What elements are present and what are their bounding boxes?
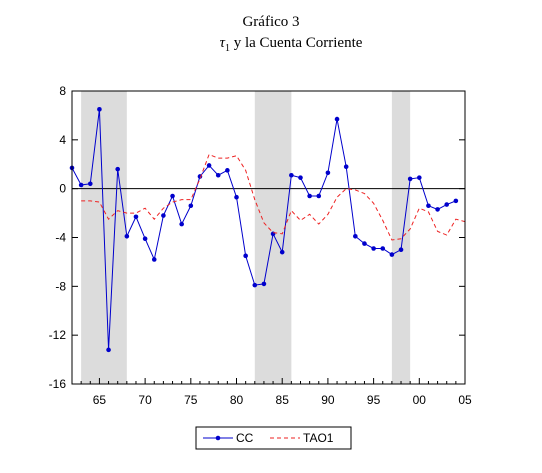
legend-cc-marker <box>215 435 221 441</box>
data-point-cc <box>115 166 120 172</box>
data-point-cc <box>124 233 130 239</box>
data-point-cc <box>161 213 166 218</box>
plot-frame <box>71 90 466 385</box>
data-point-cc <box>407 176 413 182</box>
x-tick-label: 05 <box>458 393 472 407</box>
data-point-cc <box>289 172 294 178</box>
data-point-cc <box>225 168 230 173</box>
data-point-cc <box>279 249 285 255</box>
x-tick-label: 70 <box>138 393 152 407</box>
data-point-cc <box>453 198 459 204</box>
subtitle-text: y la Cuenta Corriente <box>233 35 363 51</box>
legend-tao1-label: TAO1 <box>303 431 334 445</box>
data-point-cc <box>206 163 212 168</box>
data-point-cc <box>243 253 248 259</box>
data-point-cc <box>106 347 111 353</box>
x-tick-label: 90 <box>321 393 335 407</box>
x-tick-label: 75 <box>184 393 198 407</box>
data-point-cc <box>343 164 349 169</box>
data-point-cc <box>353 233 358 239</box>
data-point-cc <box>78 182 84 188</box>
axis-ticks: 8 4 0 -4 -8 -12 -16 65 70 75 80 85 90 95 00 05 <box>49 84 472 407</box>
data-point-cc <box>362 241 367 246</box>
x-tick-label: 95 <box>367 393 381 407</box>
data-point-cc <box>87 181 93 187</box>
data-point-cc <box>142 236 148 242</box>
y-tick-label: -16 <box>49 377 67 391</box>
y-tick-label: -12 <box>49 328 67 342</box>
subtitle-subscript: 1 <box>224 43 230 54</box>
data-point-cc <box>270 231 276 237</box>
data-point-cc <box>97 107 102 112</box>
data-point-cc <box>151 257 157 262</box>
x-tick-label: 85 <box>276 393 290 407</box>
data-point-cc <box>261 281 267 287</box>
x-tick-label: 65 <box>93 393 107 407</box>
y-tick-label: 8 <box>59 84 66 98</box>
data-point-cc <box>325 170 331 176</box>
x-tick-label: 00 <box>413 393 427 407</box>
data-point-cc <box>334 116 340 122</box>
series-lines <box>69 107 466 353</box>
chart-title: Gráfico 3 <box>242 14 300 30</box>
data-point-cc <box>234 194 239 200</box>
data-point-cc <box>298 175 303 180</box>
y-tick-label: -8 <box>55 279 66 293</box>
data-point-cc <box>188 203 194 209</box>
y-tick-label: 4 <box>59 133 66 147</box>
x-tick-label: 80 <box>230 393 244 407</box>
data-point-cc <box>215 172 221 178</box>
data-point-cc <box>307 193 312 199</box>
chart-subtitle: τ1 y la Cuenta Corriente <box>20 35 542 54</box>
data-point-cc <box>398 247 404 253</box>
data-point-cc <box>316 193 322 199</box>
data-point-cc <box>380 246 386 251</box>
shaded-region <box>391 91 411 384</box>
data-point-cc <box>435 207 440 212</box>
data-point-cc <box>170 193 175 199</box>
data-point-cc <box>252 282 258 288</box>
shaded-region <box>254 91 292 384</box>
legend-cc-label: CC <box>236 431 254 445</box>
data-point-cc <box>417 175 422 180</box>
data-point-cc <box>426 203 431 209</box>
y-tick-label: -4 <box>55 231 66 245</box>
data-point-cc <box>389 252 395 257</box>
recession-shading <box>81 91 411 384</box>
data-point-cc <box>444 202 450 207</box>
data-point-cc <box>179 221 184 227</box>
data-point-cc <box>133 214 139 220</box>
y-tick-label: 0 <box>59 182 66 196</box>
series-line-tao1 <box>81 153 466 241</box>
subtitle-symbol: τ <box>219 35 225 51</box>
legend: CC TAO1 <box>195 426 352 450</box>
data-point-cc <box>371 246 376 251</box>
